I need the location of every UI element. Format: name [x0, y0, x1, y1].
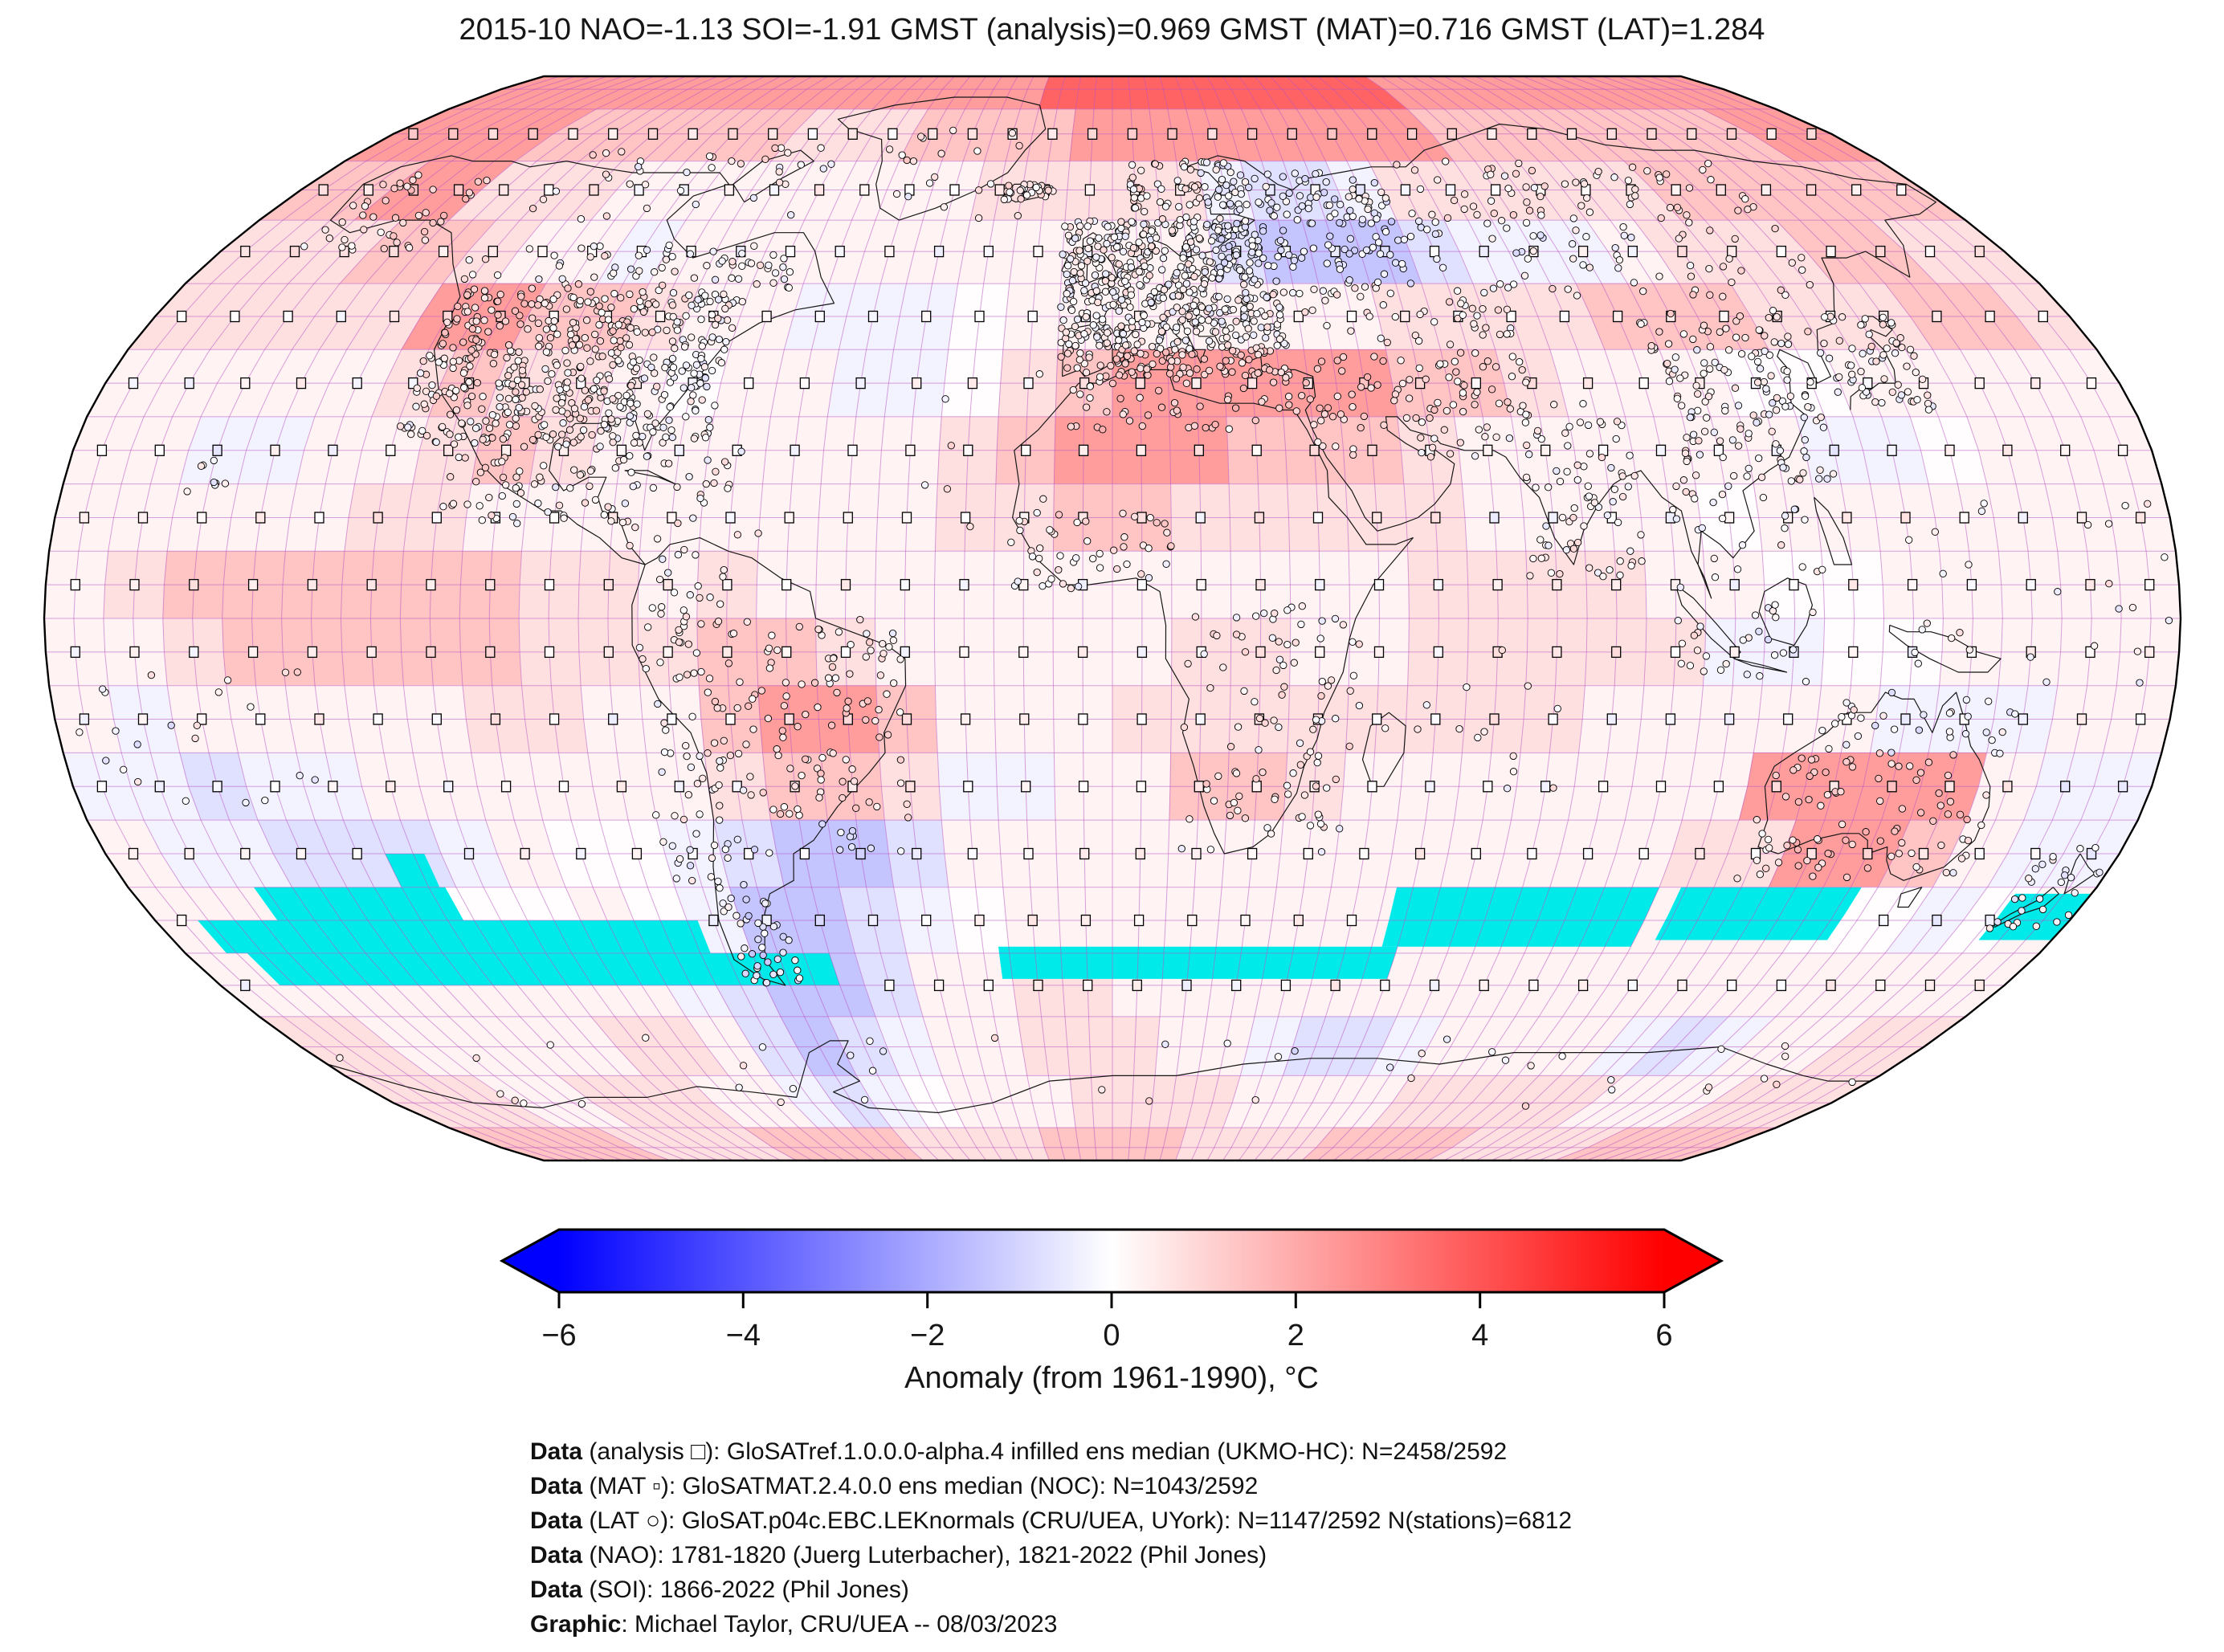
attribution-text: (LAT ○): GloSAT.p04c.EBC.LEKnormals (CRU…	[582, 1507, 1573, 1534]
attribution-keyword: Data	[530, 1542, 583, 1568]
map-outline-group	[43, 75, 2182, 1162]
colorbar-axis-label: Anomaly (from 1961-1990), °C	[904, 1361, 1319, 1395]
colorbar-tick-label: −4	[726, 1319, 761, 1352]
attribution-line: Graphic: Michael Taylor, CRU/UEA -- 08/0…	[530, 1607, 1572, 1642]
attribution-line: Data (NAO): 1781-1820 (Juerg Luterbacher…	[530, 1538, 1572, 1572]
attribution-text: (SOI): 1866-2022 (Phil Jones)	[582, 1577, 909, 1603]
attribution-block: Data (analysis □): GloSATref.1.0.0.0-alp…	[530, 1434, 1572, 1642]
attribution-line: Data (analysis □): GloSATref.1.0.0.0-alp…	[530, 1434, 1572, 1469]
colorbar-tick-label: −6	[541, 1319, 576, 1352]
colorbar-tick-label: 6	[1655, 1319, 1672, 1352]
colorbar: −6 −4 −2 0 2 4 6 Anomaly (from 1961-1990…	[499, 1228, 1724, 1395]
page-title: 2015-10 NAO=-1.13 SOI=-1.91 GMST (analys…	[459, 13, 1765, 47]
masked-cells	[198, 854, 2091, 985]
attribution-text: (MAT ▫): GloSATMAT.2.4.0.0 ens median (N…	[582, 1473, 1259, 1499]
attribution-line: Data (LAT ○): GloSAT.p04c.EBC.LEKnormals…	[530, 1503, 1572, 1538]
station-circles	[75, 126, 2173, 1110]
anomaly-map	[43, 75, 2182, 1162]
attribution-keyword: Data	[530, 1577, 583, 1603]
colorbar-tick-label: 0	[1103, 1319, 1120, 1352]
colorbar-tick-label: 2	[1287, 1319, 1304, 1352]
colorbar-tick-label: −2	[910, 1319, 945, 1352]
attribution-text: (analysis □): GloSATref.1.0.0.0-alpha.4 …	[582, 1438, 1508, 1465]
attribution-line: Data (SOI): 1866-2022 (Phil Jones)	[530, 1572, 1572, 1607]
attribution-keyword: Data	[530, 1473, 583, 1499]
attribution-line: Data (MAT ▫): GloSATMAT.2.4.0.0 ens medi…	[530, 1469, 1572, 1503]
colorbar-tick-label: 4	[1471, 1319, 1488, 1352]
map-outline	[43, 75, 2182, 1162]
attribution-keyword: Graphic	[530, 1611, 622, 1638]
colorbar-tick-marks	[557, 1292, 1666, 1308]
attribution-keyword: Data	[530, 1507, 583, 1534]
attribution-text: : Michael Taylor, CRU/UEA -- 08/03/2023	[621, 1611, 1058, 1638]
attribution-keyword: Data	[530, 1438, 583, 1465]
attribution-text: (NAO): 1781-1820 (Juerg Luterbacher), 18…	[582, 1542, 1267, 1568]
colorbar-gradient-bar	[499, 1228, 1724, 1294]
grid-point-squares	[70, 128, 2155, 992]
